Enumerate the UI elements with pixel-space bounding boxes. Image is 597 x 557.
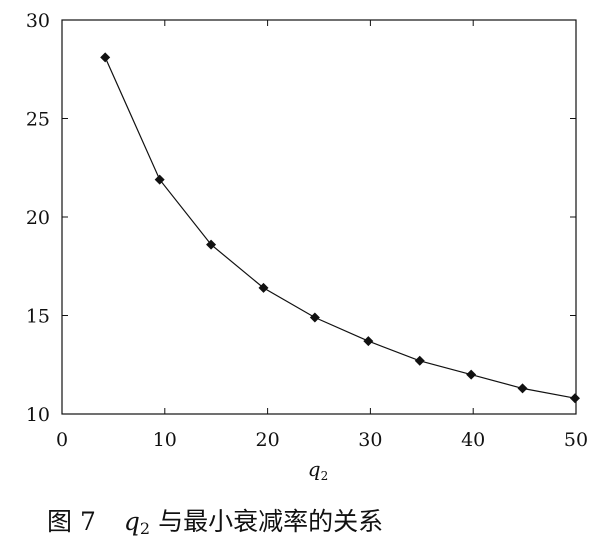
x-tick-label: 40 xyxy=(461,429,485,451)
caption-text: 与最小衰减率的关系 xyxy=(158,507,383,536)
data-point xyxy=(309,312,320,323)
data-point xyxy=(363,336,374,347)
x-tick-label: 0 xyxy=(56,429,68,451)
y-tick-label: 10 xyxy=(26,404,50,426)
caption-var-sub: 2 xyxy=(140,519,150,538)
tick-labels: 0 10 20 30 40 50 10 15 20 25 30 xyxy=(26,10,588,451)
plot-frame xyxy=(61,19,577,415)
y-tick-label: 20 xyxy=(26,207,50,229)
figure-caption: 图 7 q2 与最小衰减率的关系 xyxy=(47,507,383,538)
data-point xyxy=(517,383,528,394)
series-line xyxy=(104,57,576,399)
data-point xyxy=(258,282,269,293)
data-point xyxy=(414,355,425,366)
data-point xyxy=(466,369,477,380)
data-point xyxy=(154,174,165,185)
data-point xyxy=(206,239,217,250)
x-tick-label: 20 xyxy=(256,429,280,451)
x-axis-label-sub: 2 xyxy=(321,469,329,483)
y-tick-label: 15 xyxy=(26,306,50,328)
data-point xyxy=(569,393,580,404)
x-axis-label: q2 xyxy=(308,457,328,483)
caption-figure-number: 图 7 xyxy=(47,507,96,536)
axis-ticks xyxy=(61,19,577,415)
x-tick-label: 10 xyxy=(153,429,177,451)
caption-var: q xyxy=(124,507,140,536)
x-axis-label-var: q xyxy=(308,457,321,481)
y-tick-label: 30 xyxy=(26,10,50,32)
x-tick-label: 30 xyxy=(358,429,382,451)
data-point xyxy=(100,52,111,63)
x-tick-label: 50 xyxy=(564,429,588,451)
data-markers xyxy=(100,52,580,404)
y-tick-label: 25 xyxy=(26,109,50,131)
